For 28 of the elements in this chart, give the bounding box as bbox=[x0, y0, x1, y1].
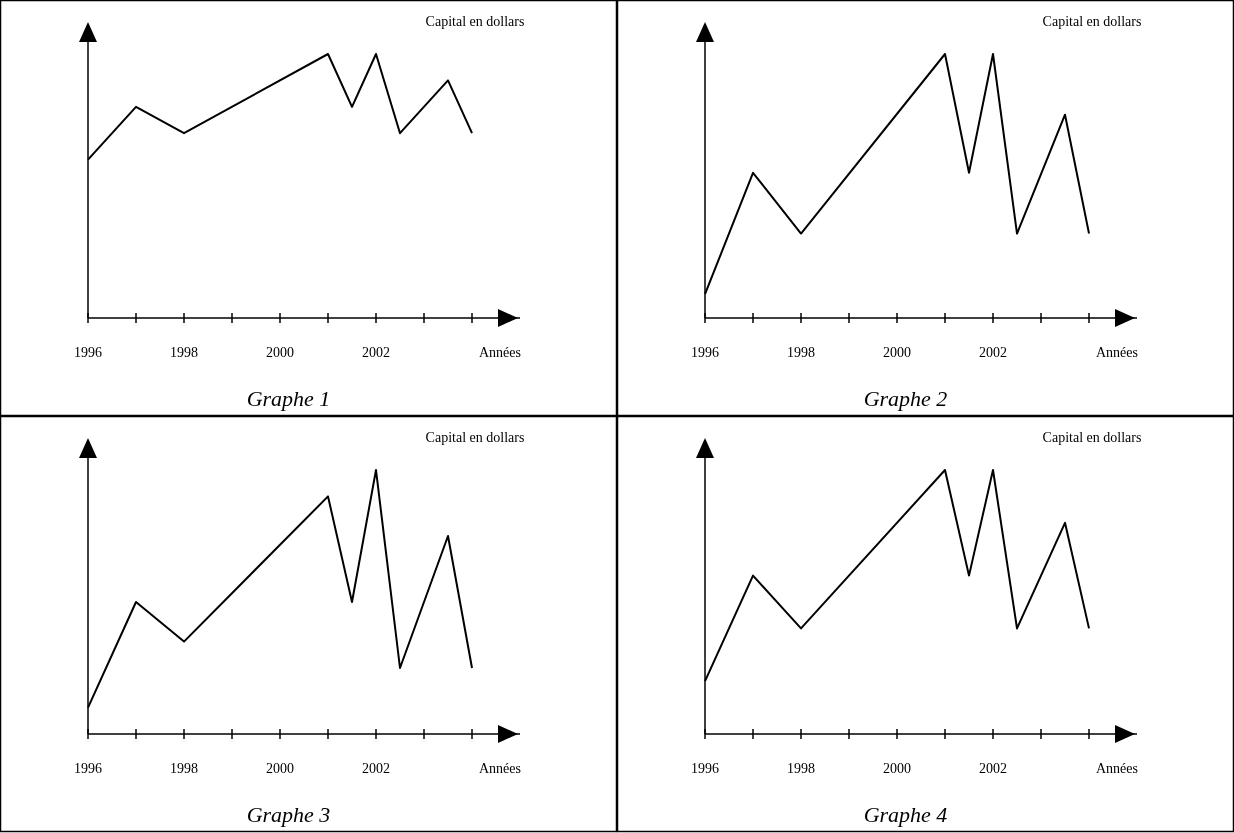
x-tick-label: 1996 bbox=[74, 345, 102, 360]
text: Graphe 2 bbox=[863, 386, 948, 411]
x-tick-label: 2000 bbox=[883, 761, 911, 776]
x-tick-label: 2002 bbox=[362, 345, 390, 360]
x-tick-label: 2000 bbox=[266, 761, 294, 776]
y-axis-title: Capital en dollars bbox=[425, 430, 525, 445]
text: Graphe 4 bbox=[863, 802, 948, 827]
x-tick-label: 2000 bbox=[883, 345, 911, 360]
y-axis-title: Capital en dollars bbox=[425, 14, 525, 29]
x-axis-title: Années bbox=[479, 761, 521, 776]
x-tick-label: 1996 bbox=[74, 761, 102, 776]
x-tick-label: 1996 bbox=[691, 761, 719, 776]
x-tick-label: 2002 bbox=[979, 345, 1007, 360]
x-tick-label: 2002 bbox=[979, 761, 1007, 776]
x-tick-label: 1998 bbox=[170, 761, 198, 776]
x-tick-label: 1998 bbox=[787, 345, 815, 360]
y-axis-title: Capital en dollars bbox=[1042, 14, 1142, 29]
x-tick-label: 1998 bbox=[787, 761, 815, 776]
x-axis-title: Années bbox=[1096, 761, 1138, 776]
text: Graphe 1 bbox=[246, 386, 331, 411]
x-axis-title: Années bbox=[479, 345, 521, 360]
text: Graphe 3 bbox=[246, 802, 331, 827]
x-tick-label: 1996 bbox=[691, 345, 719, 360]
x-tick-label: 2000 bbox=[266, 345, 294, 360]
y-axis-title: Capital en dollars bbox=[1042, 430, 1142, 445]
x-axis-title: Années bbox=[1096, 345, 1138, 360]
x-tick-label: 1998 bbox=[170, 345, 198, 360]
x-tick-label: 2002 bbox=[362, 761, 390, 776]
